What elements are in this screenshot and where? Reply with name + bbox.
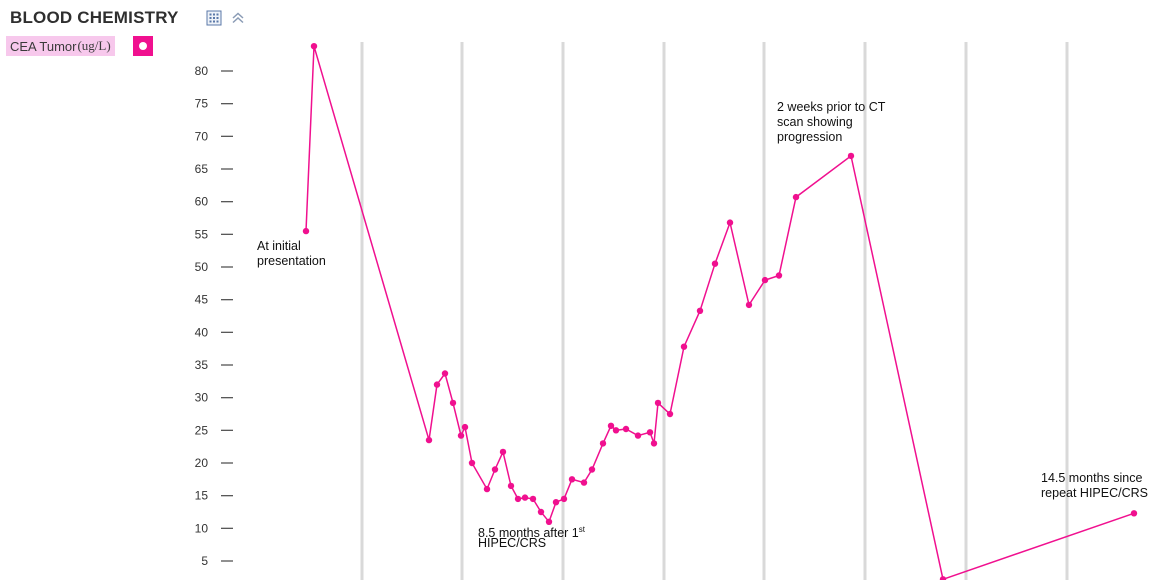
data-point[interactable]	[622, 425, 630, 433]
data-point[interactable]	[607, 422, 615, 429]
data-point[interactable]	[457, 432, 465, 439]
y-tick-label: 75	[195, 97, 209, 111]
data-point[interactable]	[711, 260, 719, 267]
annotation-text: 14.5 months since repeat HIPEC/CRS	[1041, 471, 1148, 500]
data-point[interactable]	[310, 43, 318, 50]
legend-label: CEA Tumor	[10, 38, 77, 54]
data-point[interactable]	[537, 508, 545, 516]
legend-toggle-button[interactable]	[133, 36, 153, 56]
data-point[interactable]	[792, 193, 800, 201]
data-point[interactable]	[939, 576, 947, 580]
data-point[interactable]	[545, 518, 553, 525]
y-tick-label: 10	[195, 521, 209, 535]
data-point[interactable]	[646, 429, 654, 436]
data-point[interactable]	[552, 499, 560, 506]
data-point[interactable]	[491, 466, 499, 473]
data-point[interactable]	[483, 485, 491, 493]
data-point[interactable]	[680, 343, 688, 350]
chart-title: BLOOD CHEMISTRY	[10, 8, 179, 27]
table-view-icon[interactable]	[206, 10, 222, 26]
data-point[interactable]	[580, 479, 588, 486]
legend: CEA Tumor (ug/L)	[6, 36, 115, 56]
y-tick-label: 5	[201, 554, 208, 568]
y-tick-label: 80	[195, 64, 209, 78]
y-tick-label: 15	[195, 489, 209, 503]
data-point[interactable]	[461, 423, 469, 431]
y-tick-label: 40	[195, 325, 209, 339]
legend-unit: (ug/L)	[77, 38, 111, 53]
data-point[interactable]	[1130, 510, 1138, 517]
y-tick-label: 55	[195, 227, 209, 241]
data-point[interactable]	[775, 272, 783, 279]
y-tick-label: 70	[195, 129, 209, 143]
y-tick-label: 20	[195, 456, 209, 470]
data-point[interactable]	[499, 448, 507, 456]
data-point[interactable]	[650, 440, 658, 447]
data-point[interactable]	[449, 399, 457, 407]
data-point[interactable]	[433, 381, 441, 388]
data-point[interactable]	[726, 219, 734, 226]
data-point[interactable]	[507, 482, 515, 490]
series-line	[305, 45, 1135, 580]
data-point[interactable]	[599, 440, 607, 447]
y-tick-label: 65	[195, 162, 209, 176]
y-tick-label: 50	[195, 260, 209, 274]
data-point[interactable]	[529, 495, 537, 503]
annotation-text: 2 weeks prior to CT scan showing progressi…	[777, 100, 886, 144]
data-point[interactable]	[847, 152, 855, 160]
y-tick-label: 60	[195, 195, 209, 209]
data-point[interactable]	[761, 276, 769, 284]
data-point[interactable]	[514, 495, 522, 503]
y-tick-label: 35	[195, 358, 209, 372]
y-tick-label: 45	[195, 293, 209, 307]
data-point[interactable]	[745, 301, 753, 309]
data-point[interactable]	[468, 459, 476, 467]
data-point[interactable]	[612, 427, 620, 434]
data-point[interactable]	[654, 399, 662, 407]
data-point[interactable]	[588, 466, 596, 473]
data-point[interactable]	[696, 307, 704, 314]
y-tick-label: 25	[195, 423, 209, 437]
data-point[interactable]	[666, 410, 674, 418]
data-point[interactable]	[634, 432, 642, 439]
data-point[interactable]	[521, 494, 529, 501]
data-point[interactable]	[425, 436, 433, 444]
y-tick-label: 30	[195, 391, 209, 405]
annotation-text: At initial presentation	[257, 239, 326, 268]
data-point[interactable]	[441, 370, 449, 377]
chevron-up-icon[interactable]	[230, 10, 246, 26]
data-point[interactable]	[302, 227, 310, 235]
data-point[interactable]	[560, 495, 568, 503]
data-point[interactable]	[568, 476, 576, 483]
annotation-text: 8.5 months after 1st HIPEC/CRS	[478, 525, 586, 550]
